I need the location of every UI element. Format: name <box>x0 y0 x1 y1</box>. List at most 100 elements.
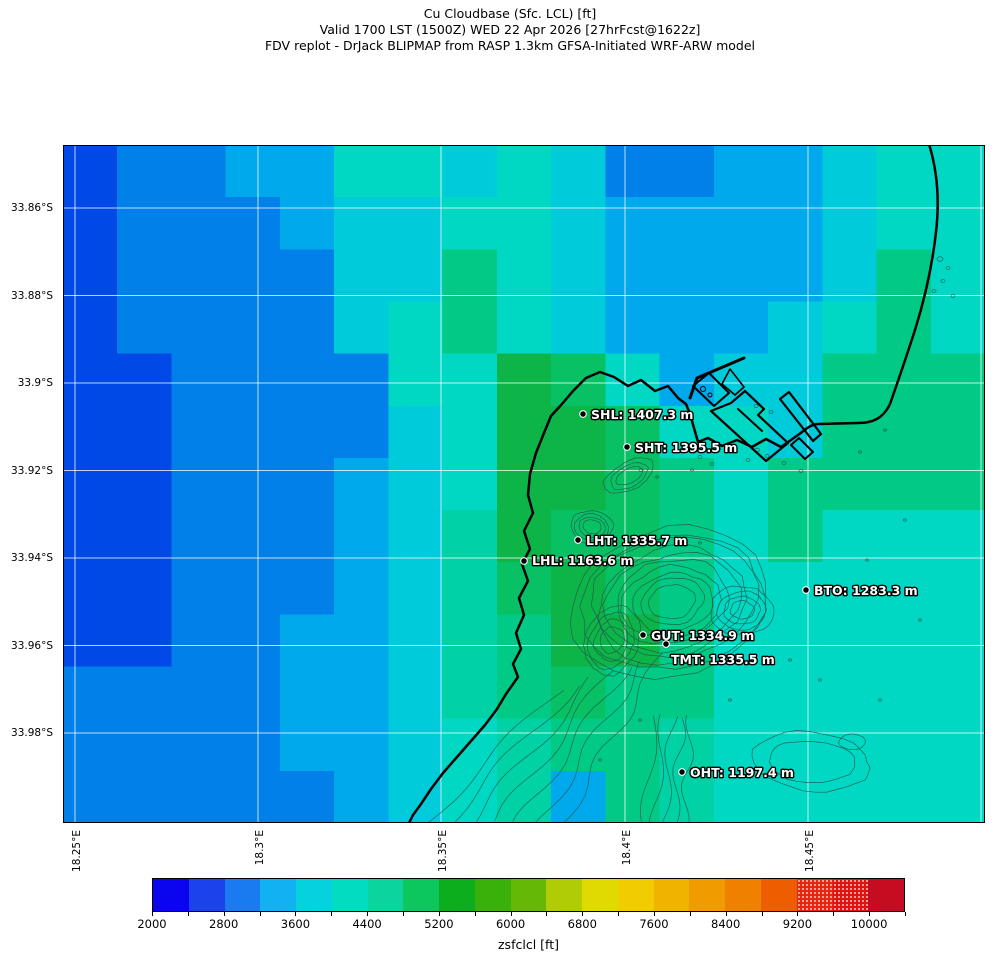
colorbar-tickmark <box>797 912 799 916</box>
grid-cell <box>388 405 444 459</box>
contour-ring <box>592 618 629 662</box>
grid-cell <box>496 197 552 250</box>
grid-cell <box>388 197 444 250</box>
grid-cell <box>442 301 498 355</box>
grid-cell <box>442 145 498 198</box>
grid-cell <box>930 405 986 459</box>
contour-ring <box>590 536 760 666</box>
colorbar-segment <box>153 879 189 911</box>
grid-cell <box>930 197 986 250</box>
x-tick-label: 18.4°E <box>621 830 633 865</box>
grid-cell <box>442 614 498 668</box>
grid-cell <box>876 718 932 772</box>
grid-cell <box>442 353 498 407</box>
grid-cell <box>442 249 498 303</box>
contour-ring <box>768 740 856 783</box>
grid-cell <box>659 510 715 563</box>
islet-speck <box>728 698 732 702</box>
grid-cell <box>117 301 173 355</box>
islet-speck <box>745 458 751 462</box>
grid-cell <box>496 770 552 824</box>
colorbar-tickmark <box>869 912 871 916</box>
grid-cell <box>659 197 715 250</box>
contour-ring <box>751 730 871 793</box>
grid-cell <box>822 510 878 563</box>
grid-cell <box>388 718 444 772</box>
grid-cell <box>63 197 118 250</box>
x-axis: 18.25°E 18.3°E 18.35°E 18.4°E 18.45°E <box>71 830 816 872</box>
grid-cell <box>605 301 661 355</box>
grid-cell <box>63 666 118 720</box>
grid-cell <box>930 353 986 407</box>
colorbar-segment <box>546 879 583 911</box>
grid-cell <box>822 457 878 511</box>
grid-cell <box>334 510 390 563</box>
grid-cell <box>171 197 227 250</box>
colorbar-tickmark <box>725 912 727 916</box>
grid-cell <box>822 770 878 824</box>
y-tick-label: 33.92°S <box>11 464 53 477</box>
grid-cell <box>713 666 769 720</box>
colorbar-tick-label: 2800 <box>209 917 239 931</box>
grid-cell <box>822 197 878 250</box>
station-marker <box>639 631 647 639</box>
grid-cell <box>63 457 118 511</box>
grid-cell <box>551 666 606 720</box>
harbour-pier-notch <box>737 408 763 432</box>
grid-cell <box>279 197 335 250</box>
grid-cell <box>713 457 769 511</box>
grid-cell <box>605 510 661 563</box>
grid-cell <box>388 457 444 511</box>
islet-speck <box>764 454 770 458</box>
grid-cell <box>442 666 498 720</box>
grid-cell <box>63 353 118 407</box>
grid-cell <box>768 718 823 772</box>
y-axis: 33.86°S 33.88°S 33.9°S 33.92°S 33.94°S 33.96°… <box>0 0 58 962</box>
islet-speck <box>638 718 642 722</box>
raster-cells <box>63 145 986 824</box>
grid-cell <box>171 614 227 668</box>
grid-cell <box>225 770 281 824</box>
contour-ring <box>574 513 610 541</box>
grid-cell <box>63 510 118 563</box>
grid-cell <box>171 666 227 720</box>
contour-ring <box>711 585 775 635</box>
contour-ring <box>838 733 866 751</box>
colorbar-segment <box>761 879 797 911</box>
grid-cell <box>876 249 932 303</box>
grid-cell <box>659 770 715 824</box>
grid-cell <box>334 145 390 198</box>
grid-cell <box>496 249 552 303</box>
grid-cell <box>225 197 281 250</box>
grid-cell <box>334 405 390 459</box>
grid-cell <box>768 457 823 511</box>
contour-ring <box>716 590 767 631</box>
map-border <box>63 145 985 823</box>
grid-cell <box>713 301 769 355</box>
colorbar-segment <box>868 879 905 911</box>
grid-cell <box>442 562 498 615</box>
station-label: TMT: 1335.5 m <box>671 652 775 667</box>
colorbar-segment <box>367 879 404 911</box>
grid-cell <box>117 666 173 720</box>
grid-cell <box>63 249 118 303</box>
colorbar-tickmark <box>295 912 297 916</box>
grid-cell <box>551 301 606 355</box>
contour-ring <box>647 584 696 620</box>
colorbar-tickmark <box>152 912 153 916</box>
grid-cell <box>171 457 227 511</box>
colorbar-tickmark <box>474 912 476 916</box>
grid-cell <box>279 353 335 407</box>
x-tick-label: 18.25°E <box>71 830 83 872</box>
grid-cell <box>171 510 227 563</box>
grid-cell <box>605 353 661 407</box>
contour-ring <box>729 600 755 620</box>
colorbar-segment <box>725 879 762 911</box>
grid-cell <box>713 145 769 198</box>
grid-cell <box>279 770 335 824</box>
title-block: Cu Cloudbase (Sfc. LCL) [ft] Valid 1700 … <box>10 6 1001 54</box>
grid-cell <box>930 718 986 772</box>
contour-line <box>476 676 589 823</box>
colorbar-tick-label: 6800 <box>567 917 597 931</box>
station-marker <box>662 640 670 648</box>
